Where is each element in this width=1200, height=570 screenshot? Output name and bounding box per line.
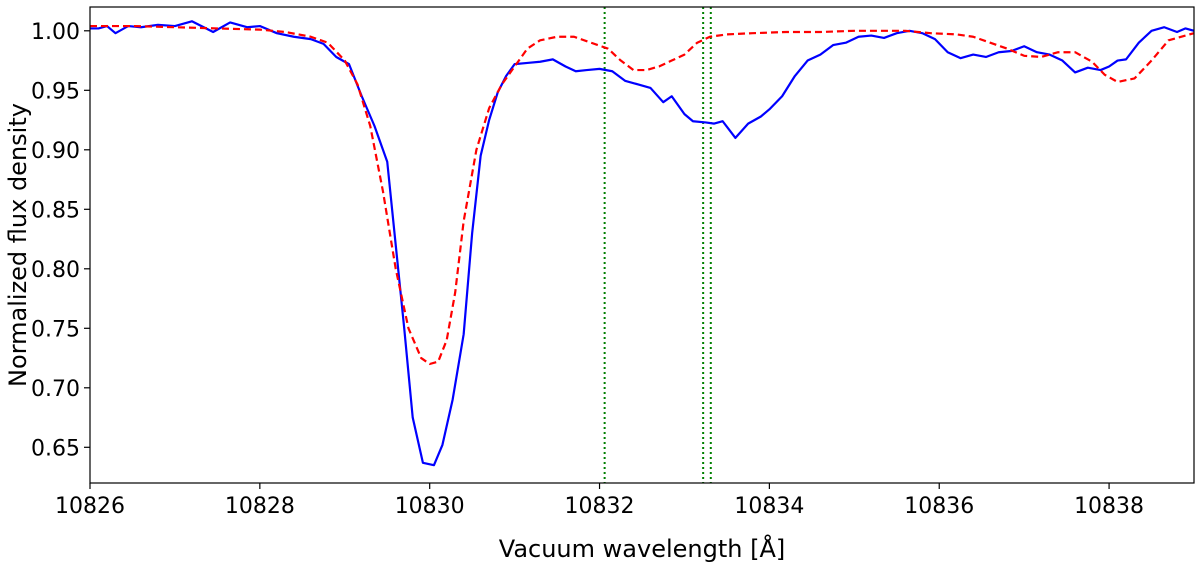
- y-axis: 0.65 0.70 0.75 0.80 0.85 0.90 0.95 1.00: [31, 20, 90, 461]
- y-tick-label: 0.75: [31, 317, 80, 342]
- reference-lines: [603, 7, 712, 483]
- x-tick-label: 10836: [904, 494, 974, 519]
- x-tick-label: 10834: [734, 494, 804, 519]
- x-tick-label: 10826: [55, 494, 125, 519]
- y-tick-label: 0.80: [31, 258, 80, 283]
- y-tick-label: 1.00: [31, 20, 80, 45]
- model-spectrum-line: [90, 24, 1194, 366]
- plot-frame: [89, 6, 1195, 484]
- x-tick-label: 10832: [565, 494, 635, 519]
- y-axis-label: Normalized flux density: [4, 103, 32, 387]
- y-tick-label: 0.70: [31, 377, 80, 402]
- observed-spectrum-line: [90, 20, 1194, 467]
- y-tick-label: 0.90: [31, 139, 80, 164]
- x-axis-label: Vacuum wavelength [Å]: [499, 534, 785, 563]
- y-tick-label: 0.85: [31, 198, 80, 223]
- x-tick-label: 10830: [395, 494, 465, 519]
- y-tick-label: 0.95: [31, 79, 80, 104]
- y-tick-label: 0.65: [31, 436, 80, 461]
- series-layer: [90, 20, 1194, 467]
- x-tick-label: 10838: [1074, 494, 1144, 519]
- x-axis: 10826 10828 10830 10832 10834 10836 10838: [55, 483, 1144, 519]
- x-tick-label: 10828: [225, 494, 295, 519]
